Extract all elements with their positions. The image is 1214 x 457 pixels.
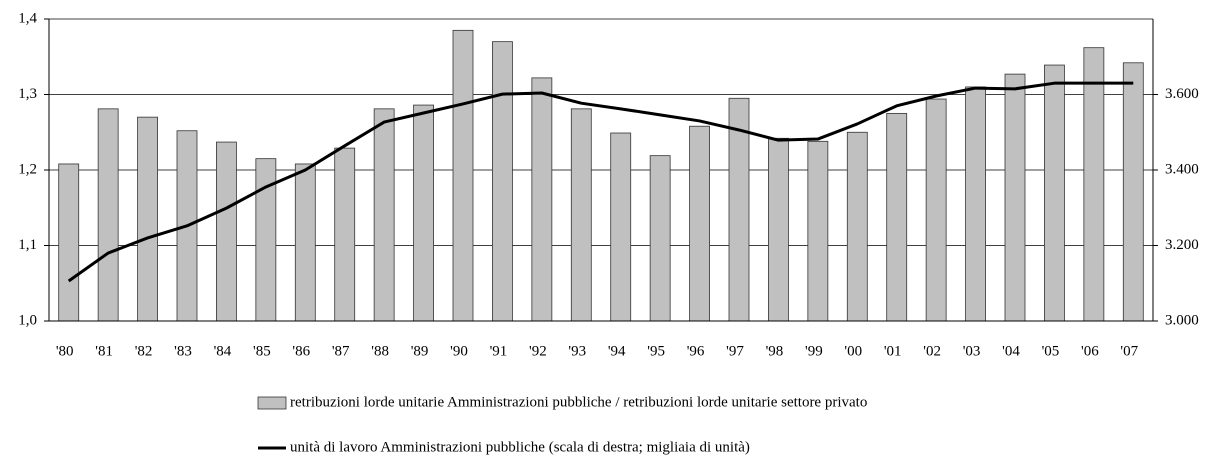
bar — [492, 41, 513, 322]
x-tick-label: '91 — [490, 343, 508, 359]
x-tick-label: '84 — [214, 343, 232, 359]
x-tick-label: '95 — [647, 343, 665, 359]
y-tick-label: 1,3 — [18, 86, 37, 102]
x-tick-label: '93 — [568, 343, 586, 359]
bar — [137, 116, 158, 322]
x-tick-label: '07 — [1120, 343, 1138, 359]
bar — [768, 137, 789, 322]
legend-swatch — [257, 396, 287, 410]
legend-label: retribuzioni lorde unitarie Amministrazi… — [290, 394, 867, 410]
y-tick-label: 1,1 — [18, 237, 37, 253]
y-tick-label: 1,2 — [18, 161, 37, 177]
x-tick-label: '02 — [923, 343, 941, 359]
y2-tick-label: 3.200 — [1165, 237, 1199, 253]
bar — [570, 108, 592, 322]
bar — [373, 108, 395, 322]
x-tick-label: '81 — [95, 343, 113, 359]
x-tick-label: '92 — [529, 343, 547, 359]
x-tick-label: '87 — [332, 343, 350, 359]
bar — [807, 140, 829, 322]
bar — [1122, 62, 1144, 322]
x-tick-label: '82 — [135, 343, 153, 359]
bar — [334, 147, 356, 322]
bar — [531, 77, 553, 322]
x-tick-label: '94 — [608, 343, 626, 359]
bar — [689, 125, 710, 322]
x-tick-label: '01 — [884, 343, 902, 359]
bar — [649, 155, 671, 322]
x-tick-label: '80 — [56, 343, 74, 359]
x-tick-label: '88 — [371, 343, 389, 359]
y2-tick-label: 3.000 — [1165, 312, 1199, 328]
x-tick-label: '86 — [292, 343, 310, 359]
x-tick-label: '85 — [253, 343, 271, 359]
bar — [610, 132, 632, 322]
x-tick-label: '04 — [1002, 343, 1020, 359]
x-tick-label: '05 — [1042, 343, 1060, 359]
y2-tick-label: 3.600 — [1165, 86, 1199, 102]
x-tick-label: '96 — [687, 343, 705, 359]
bar — [1044, 64, 1065, 322]
y2-tick-label: 3.400 — [1165, 161, 1199, 177]
bar — [413, 104, 434, 322]
bar — [216, 141, 237, 322]
bar — [886, 112, 908, 322]
bar — [1083, 47, 1105, 322]
bar — [925, 98, 947, 322]
bar — [58, 163, 80, 322]
y-tick-label: 1,0 — [18, 312, 37, 328]
x-tick-label: '00 — [844, 343, 862, 359]
legend-label: unità di lavoro Amministrazioni pubblich… — [290, 439, 750, 455]
bar — [846, 131, 868, 322]
x-tick-label: '98 — [766, 343, 784, 359]
x-tick-label: '06 — [1081, 343, 1099, 359]
y-tick-label: 1,4 — [18, 10, 37, 26]
x-tick-label: '97 — [726, 343, 744, 359]
bar — [452, 29, 474, 322]
bar — [965, 86, 986, 322]
x-tick-label: '03 — [963, 343, 981, 359]
x-tick-label: '83 — [174, 343, 192, 359]
x-tick-label: '90 — [450, 343, 468, 359]
bar — [97, 108, 119, 322]
x-tick-label: '99 — [805, 343, 823, 359]
bar — [294, 163, 316, 322]
line — [67, 81, 1134, 283]
x-tick-label: '89 — [411, 343, 429, 359]
bar — [1004, 73, 1026, 322]
